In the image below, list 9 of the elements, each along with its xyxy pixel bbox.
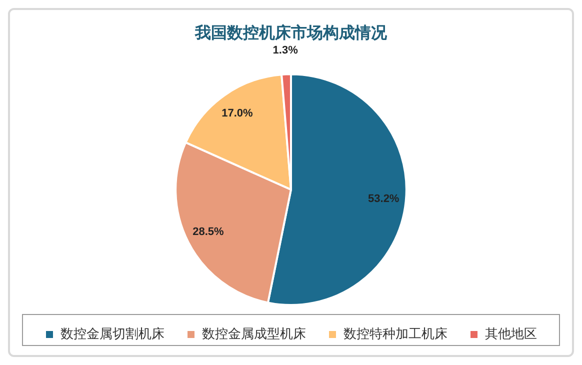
data-label: 17.0% xyxy=(222,108,254,120)
chart-title: 我国数控机床市场构成情况 xyxy=(194,22,388,42)
data-label: 53.2% xyxy=(368,192,400,205)
legend-label: 数控金属切割机床 xyxy=(60,326,164,342)
legend-label: 其他地区 xyxy=(485,326,537,342)
data-label: 28.5% xyxy=(192,226,224,238)
legend-label: 数控金属成型机床 xyxy=(202,326,306,342)
data-label: 1.3% xyxy=(272,44,298,56)
legend-label: 数控特种加工机床 xyxy=(344,326,448,342)
